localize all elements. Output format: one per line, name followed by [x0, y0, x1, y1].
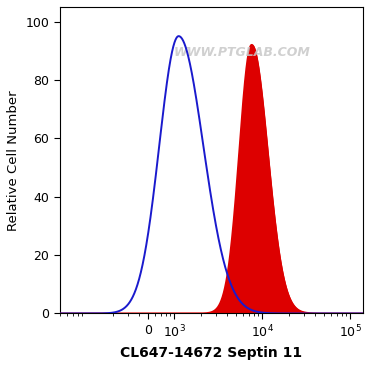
X-axis label: CL647-14672 Septin 11: CL647-14672 Septin 11 — [120, 346, 303, 360]
Y-axis label: Relative Cell Number: Relative Cell Number — [7, 90, 20, 230]
Text: WWW.PTGLAB.COM: WWW.PTGLAB.COM — [173, 46, 310, 59]
